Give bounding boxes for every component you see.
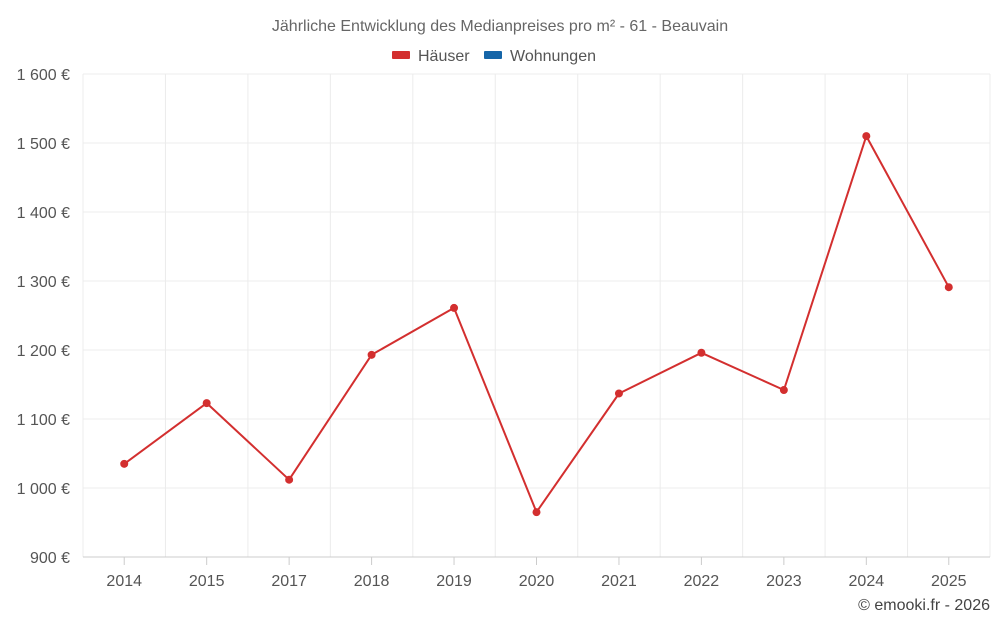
data-point[interactable]	[202, 399, 211, 408]
y-tick-label: 1 400 €	[17, 205, 70, 222]
legend-item-wohnungen[interactable]: Wohnungen	[484, 48, 596, 65]
legend-label-wohnungen: Wohnungen	[510, 48, 596, 65]
data-point[interactable]	[697, 348, 706, 357]
x-axis-ticks: 2014 2015 2017 2018 2019 2020 2021 2022 2023 2024…	[106, 557, 967, 590]
x-tick-label: 2025	[931, 573, 967, 590]
data-point[interactable]	[779, 386, 788, 395]
series-layer	[120, 132, 953, 517]
data-point[interactable]	[120, 459, 129, 468]
x-tick-label: 2014	[106, 573, 142, 590]
x-tick-label: 2018	[354, 573, 390, 590]
data-point[interactable]	[285, 475, 294, 484]
x-tick-label: 2022	[684, 573, 720, 590]
data-point[interactable]	[614, 389, 623, 398]
data-point[interactable]	[367, 350, 376, 359]
data-point[interactable]	[862, 132, 871, 141]
y-tick-label: 1 200 €	[17, 343, 70, 360]
x-tick-label: 2017	[271, 573, 307, 590]
x-tick-label: 2015	[189, 573, 225, 590]
y-tick-label: 900 €	[30, 550, 70, 567]
legend: Häuser Wohnungen	[392, 48, 596, 65]
x-tick-label: 2024	[849, 573, 885, 590]
y-tick-label: 1 300 €	[17, 274, 70, 291]
y-tick-label: 1 000 €	[17, 481, 70, 498]
legend-item-haeuser[interactable]: Häuser	[392, 48, 470, 65]
legend-swatch-haeuser	[392, 51, 410, 59]
legend-label-haeuser: Häuser	[418, 48, 470, 65]
data-point[interactable]	[450, 303, 459, 312]
x-tick-label: 2019	[436, 573, 472, 590]
y-tick-label: 1 100 €	[17, 412, 70, 429]
y-tick-label: 1 500 €	[17, 136, 70, 153]
grid	[82, 73, 991, 557]
data-point[interactable]	[944, 283, 953, 292]
chart-title: Jährliche Entwicklung des Medianpreises …	[272, 18, 728, 35]
x-tick-label: 2020	[519, 573, 555, 590]
legend-swatch-wohnungen	[484, 51, 502, 59]
x-tick-label: 2021	[601, 573, 637, 590]
y-axis-ticks: 900 € 1 000 € 1 100 € 1 200 € 1 300 € 1 400 €…	[17, 67, 70, 567]
x-tick-label: 2023	[766, 573, 802, 590]
data-point[interactable]	[532, 508, 541, 517]
credit-text: © emooki.fr - 2026	[858, 597, 990, 614]
y-tick-label: 1 600 €	[17, 67, 70, 84]
